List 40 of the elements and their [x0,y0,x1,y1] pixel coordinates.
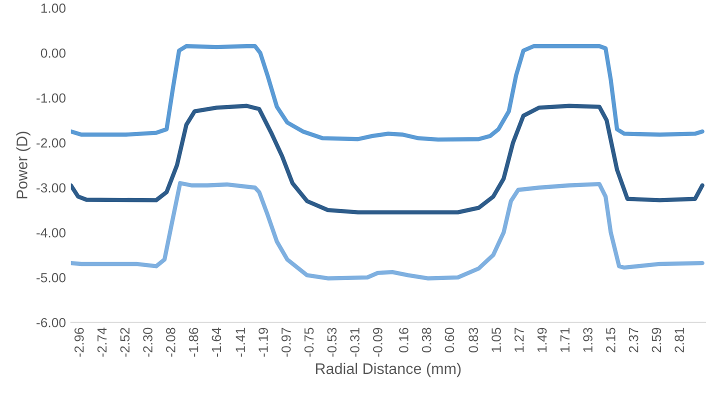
y-axis-title: Power (D) [16,132,30,198]
x-tick-label: -2.52 [120,328,130,357]
x-tick-label: -1.41 [236,328,245,357]
x-tick-label: 2.37 [628,328,638,352]
x-tick-label: 0.60 [444,328,454,352]
y-tick-label: -1.00 [36,93,66,103]
y-tick-label: 0.00 [40,48,66,58]
x-tick-label: -2.96 [74,328,84,357]
y-tick-label: -2.00 [36,138,66,148]
line-series [70,181,704,280]
x-tick-label: -0.31 [350,328,360,357]
x-tick-label: -2.74 [97,328,107,357]
x-tick-label: 2.59 [652,328,662,352]
x-tick-label: -2.08 [166,328,176,357]
x-tick-label: 1.05 [492,328,501,352]
x-tick-label: 0.38 [422,328,432,352]
x-tick-label: 0.16 [399,328,408,352]
x-axis-title: Radial Distance (mm) [316,362,461,378]
y-tick-label: -6.00 [36,318,66,328]
x-tick-label: 1.49 [537,328,547,352]
line-series [70,104,704,214]
x-tick-label: 1.27 [514,328,524,352]
x-tick-label: 2.15 [606,328,616,352]
y-tick-label: 1.00 [41,4,66,13]
x-tick-label: -2.30 [143,328,152,357]
y-tick-label: -3.00 [36,183,66,193]
x-tick-label: -0.75 [304,328,314,357]
x-tick-label: 1.71 [560,328,570,352]
x-tick-label: -1.86 [188,328,198,357]
x-tick-label: -0.97 [281,328,291,357]
y-tick-label: -4.00 [36,228,66,238]
x-tick-label: 2.81 [674,328,684,352]
x-tick-label: -0.53 [327,328,337,357]
x-tick-label: -0.09 [373,328,382,357]
x-tick-label: -1.64 [212,328,222,357]
line-series [70,44,704,142]
x-tick-label: 0.83 [468,328,478,352]
x-tick-label: 1.93 [583,328,592,352]
x-tick-label: -1.19 [258,328,268,357]
y-tick-label: -5.00 [36,273,66,282]
